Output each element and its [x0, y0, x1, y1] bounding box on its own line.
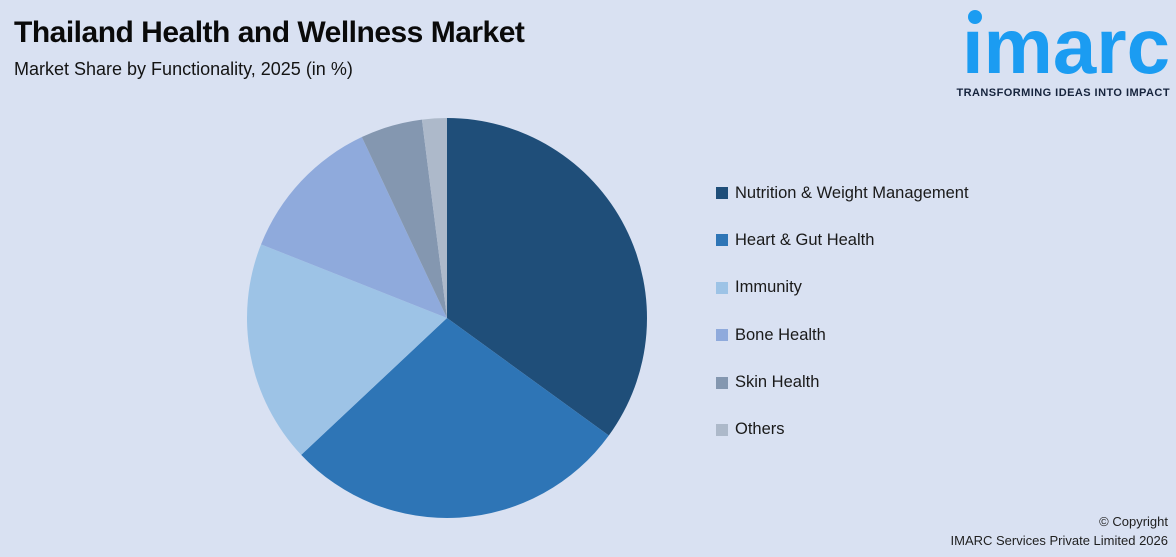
- legend-swatch: [716, 329, 728, 342]
- legend-label: Bone Health: [735, 325, 826, 344]
- legend-item: Nutrition & Weight Management: [716, 181, 969, 205]
- page-title: Thailand Health and Wellness Market: [14, 16, 525, 49]
- copyright: © Copyright IMARC Services Private Limit…: [951, 512, 1168, 550]
- legend-swatch: [716, 234, 728, 247]
- legend-swatch: [716, 376, 728, 389]
- pie-svg: [246, 118, 647, 518]
- legend-swatch: [716, 423, 728, 436]
- legend: Nutrition & Weight Management Heart & Gut…: [716, 181, 969, 442]
- legend-swatch: [716, 187, 728, 199]
- imarc-brand-text: ımarc: [961, 2, 1170, 90]
- legend-label: Heart & Gut Health: [735, 230, 875, 249]
- copyright-line2: IMARC Services Private Limited 2026: [950, 533, 1168, 548]
- legend-swatch: [716, 281, 728, 294]
- pie-slice-others: [421, 118, 447, 318]
- legend-label: Nutrition & Weight Management: [735, 183, 969, 202]
- legend-item: Bone Health: [716, 323, 969, 347]
- imarc-dot-icon: [967, 10, 982, 24]
- legend-item: Immunity: [716, 276, 969, 300]
- legend-label: Skin Health: [735, 373, 820, 392]
- pie-slice-nutrition-weight-management: [447, 118, 647, 436]
- pie-slice-skin-health: [361, 119, 447, 318]
- legend-label: Immunity: [735, 278, 802, 297]
- pie-slice-bone-health: [261, 137, 447, 318]
- legend-item: Skin Health: [716, 371, 969, 395]
- copyright-line1: © Copyright: [1099, 514, 1168, 529]
- pie-chart: [237, 108, 657, 528]
- pie-slice-immunity: [246, 244, 447, 455]
- imarc-tagline: TRANSFORMING IDEAS INTO IMPACT: [956, 87, 1170, 100]
- page-subtitle: Market Share by Functionality, 2025 (in …: [14, 59, 353, 79]
- legend-item: Others: [716, 418, 969, 442]
- legend-item: Heart & Gut Health: [716, 228, 969, 252]
- imarc-logo: ımarc TRANSFORMING IDEAS INTO IMPACT: [956, 7, 1170, 100]
- legend-label: Others: [735, 420, 785, 439]
- pie-slice-heart-gut-health: [301, 318, 609, 518]
- imarc-brand-wrap: ımarc: [962, 7, 1170, 85]
